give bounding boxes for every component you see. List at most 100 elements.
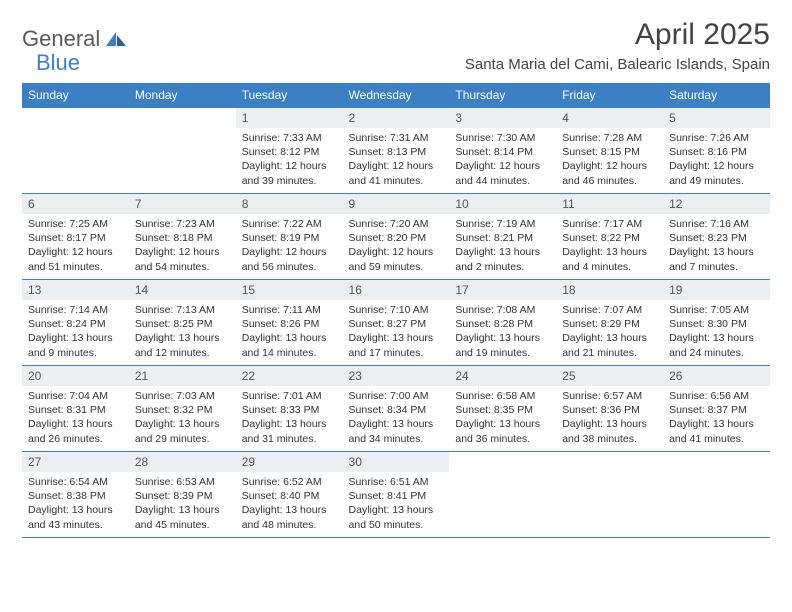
calendar-day-cell: 27Sunrise: 6:54 AMSunset: 8:38 PMDayligh… <box>22 452 129 538</box>
calendar-week-row: 27Sunrise: 6:54 AMSunset: 8:38 PMDayligh… <box>22 452 770 538</box>
calendar-day-cell: 26Sunrise: 6:56 AMSunset: 8:37 PMDayligh… <box>663 366 770 452</box>
calendar-day-cell: 21Sunrise: 7:03 AMSunset: 8:32 PMDayligh… <box>129 366 236 452</box>
day-header: Friday <box>556 83 663 108</box>
calendar-body: 1Sunrise: 7:33 AMSunset: 8:12 PMDaylight… <box>22 108 770 538</box>
calendar-day-cell <box>556 452 663 538</box>
calendar-day-cell: 20Sunrise: 7:04 AMSunset: 8:31 PMDayligh… <box>22 366 129 452</box>
page-header: General Blue April 2025 Santa Maria del … <box>22 18 770 73</box>
calendar-day-cell <box>449 452 556 538</box>
month-title: April 2025 <box>465 18 770 52</box>
calendar-day-cell: 25Sunrise: 6:57 AMSunset: 8:36 PMDayligh… <box>556 366 663 452</box>
calendar-day-cell: 22Sunrise: 7:01 AMSunset: 8:33 PMDayligh… <box>236 366 343 452</box>
day-number: 25 <box>556 366 663 386</box>
day-number: 30 <box>343 452 450 472</box>
day-details: Sunrise: 6:58 AMSunset: 8:35 PMDaylight:… <box>449 386 556 450</box>
day-details: Sunrise: 7:03 AMSunset: 8:32 PMDaylight:… <box>129 386 236 450</box>
day-number: 29 <box>236 452 343 472</box>
calendar-day-cell: 3Sunrise: 7:30 AMSunset: 8:14 PMDaylight… <box>449 108 556 194</box>
calendar-day-cell: 6Sunrise: 7:25 AMSunset: 8:17 PMDaylight… <box>22 194 129 280</box>
day-number: 20 <box>22 366 129 386</box>
day-details: Sunrise: 7:22 AMSunset: 8:19 PMDaylight:… <box>236 214 343 278</box>
day-details: Sunrise: 7:30 AMSunset: 8:14 PMDaylight:… <box>449 128 556 192</box>
day-number: 23 <box>343 366 450 386</box>
calendar-week-row: 13Sunrise: 7:14 AMSunset: 8:24 PMDayligh… <box>22 280 770 366</box>
day-details: Sunrise: 7:14 AMSunset: 8:24 PMDaylight:… <box>22 300 129 364</box>
calendar-day-cell: 24Sunrise: 6:58 AMSunset: 8:35 PMDayligh… <box>449 366 556 452</box>
day-number: 21 <box>129 366 236 386</box>
calendar-day-cell <box>22 108 129 194</box>
logo-text-general: General <box>22 26 100 52</box>
day-header: Monday <box>129 83 236 108</box>
day-details: Sunrise: 7:00 AMSunset: 8:34 PMDaylight:… <box>343 386 450 450</box>
day-details: Sunrise: 6:51 AMSunset: 8:41 PMDaylight:… <box>343 472 450 536</box>
day-header: Wednesday <box>343 83 450 108</box>
calendar-day-cell <box>663 452 770 538</box>
day-details: Sunrise: 7:07 AMSunset: 8:29 PMDaylight:… <box>556 300 663 364</box>
day-number: 11 <box>556 194 663 214</box>
day-number: 3 <box>449 108 556 128</box>
day-number: 1 <box>236 108 343 128</box>
calendar-day-cell: 14Sunrise: 7:13 AMSunset: 8:25 PMDayligh… <box>129 280 236 366</box>
day-details: Sunrise: 7:26 AMSunset: 8:16 PMDaylight:… <box>663 128 770 192</box>
day-details: Sunrise: 6:52 AMSunset: 8:40 PMDaylight:… <box>236 472 343 536</box>
calendar-week-row: 6Sunrise: 7:25 AMSunset: 8:17 PMDaylight… <box>22 194 770 280</box>
calendar-day-cell: 4Sunrise: 7:28 AMSunset: 8:15 PMDaylight… <box>556 108 663 194</box>
calendar-day-cell: 11Sunrise: 7:17 AMSunset: 8:22 PMDayligh… <box>556 194 663 280</box>
calendar-day-cell: 12Sunrise: 7:16 AMSunset: 8:23 PMDayligh… <box>663 194 770 280</box>
day-details: Sunrise: 6:54 AMSunset: 8:38 PMDaylight:… <box>22 472 129 536</box>
day-details: Sunrise: 7:04 AMSunset: 8:31 PMDaylight:… <box>22 386 129 450</box>
day-number: 13 <box>22 280 129 300</box>
calendar-day-cell: 18Sunrise: 7:07 AMSunset: 8:29 PMDayligh… <box>556 280 663 366</box>
day-details: Sunrise: 7:28 AMSunset: 8:15 PMDaylight:… <box>556 128 663 192</box>
day-details: Sunrise: 6:53 AMSunset: 8:39 PMDaylight:… <box>129 472 236 536</box>
day-details: Sunrise: 6:57 AMSunset: 8:36 PMDaylight:… <box>556 386 663 450</box>
day-details: Sunrise: 7:17 AMSunset: 8:22 PMDaylight:… <box>556 214 663 278</box>
calendar-day-cell: 10Sunrise: 7:19 AMSunset: 8:21 PMDayligh… <box>449 194 556 280</box>
day-number: 16 <box>343 280 450 300</box>
calendar-week-row: 20Sunrise: 7:04 AMSunset: 8:31 PMDayligh… <box>22 366 770 452</box>
day-number: 5 <box>663 108 770 128</box>
day-number: 27 <box>22 452 129 472</box>
day-number: 17 <box>449 280 556 300</box>
day-number: 12 <box>663 194 770 214</box>
day-details: Sunrise: 7:20 AMSunset: 8:20 PMDaylight:… <box>343 214 450 278</box>
calendar-table: SundayMondayTuesdayWednesdayThursdayFrid… <box>22 83 770 538</box>
calendar-day-cell: 23Sunrise: 7:00 AMSunset: 8:34 PMDayligh… <box>343 366 450 452</box>
day-number: 9 <box>343 194 450 214</box>
calendar-day-cell: 7Sunrise: 7:23 AMSunset: 8:18 PMDaylight… <box>129 194 236 280</box>
day-details: Sunrise: 7:13 AMSunset: 8:25 PMDaylight:… <box>129 300 236 364</box>
calendar-day-cell: 19Sunrise: 7:05 AMSunset: 8:30 PMDayligh… <box>663 280 770 366</box>
day-number: 6 <box>22 194 129 214</box>
calendar-head: SundayMondayTuesdayWednesdayThursdayFrid… <box>22 83 770 108</box>
calendar-day-cell: 15Sunrise: 7:11 AMSunset: 8:26 PMDayligh… <box>236 280 343 366</box>
day-number: 24 <box>449 366 556 386</box>
day-number: 7 <box>129 194 236 214</box>
day-details: Sunrise: 7:31 AMSunset: 8:13 PMDaylight:… <box>343 128 450 192</box>
day-details: Sunrise: 7:01 AMSunset: 8:33 PMDaylight:… <box>236 386 343 450</box>
logo-text-blue: Blue <box>36 50 792 76</box>
day-number: 4 <box>556 108 663 128</box>
day-details: Sunrise: 7:10 AMSunset: 8:27 PMDaylight:… <box>343 300 450 364</box>
calendar-day-cell: 30Sunrise: 6:51 AMSunset: 8:41 PMDayligh… <box>343 452 450 538</box>
day-details: Sunrise: 7:11 AMSunset: 8:26 PMDaylight:… <box>236 300 343 364</box>
day-header: Saturday <box>663 83 770 108</box>
calendar-week-row: 1Sunrise: 7:33 AMSunset: 8:12 PMDaylight… <box>22 108 770 194</box>
day-details: Sunrise: 7:08 AMSunset: 8:28 PMDaylight:… <box>449 300 556 364</box>
logo-sail-icon <box>104 30 128 48</box>
day-header: Thursday <box>449 83 556 108</box>
day-number: 22 <box>236 366 343 386</box>
calendar-day-cell: 2Sunrise: 7:31 AMSunset: 8:13 PMDaylight… <box>343 108 450 194</box>
day-number: 10 <box>449 194 556 214</box>
day-details: Sunrise: 7:23 AMSunset: 8:18 PMDaylight:… <box>129 214 236 278</box>
day-number: 14 <box>129 280 236 300</box>
day-header: Sunday <box>22 83 129 108</box>
calendar-day-cell: 29Sunrise: 6:52 AMSunset: 8:40 PMDayligh… <box>236 452 343 538</box>
calendar-day-cell: 8Sunrise: 7:22 AMSunset: 8:19 PMDaylight… <box>236 194 343 280</box>
day-number: 2 <box>343 108 450 128</box>
day-number: 28 <box>129 452 236 472</box>
calendar-day-cell: 9Sunrise: 7:20 AMSunset: 8:20 PMDaylight… <box>343 194 450 280</box>
calendar-day-cell: 1Sunrise: 7:33 AMSunset: 8:12 PMDaylight… <box>236 108 343 194</box>
day-details: Sunrise: 7:19 AMSunset: 8:21 PMDaylight:… <box>449 214 556 278</box>
day-number: 18 <box>556 280 663 300</box>
day-details: Sunrise: 7:25 AMSunset: 8:17 PMDaylight:… <box>22 214 129 278</box>
